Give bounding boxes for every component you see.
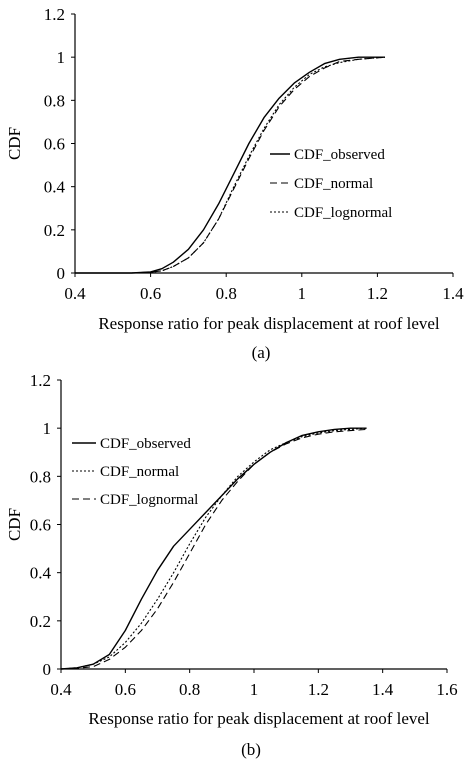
y-tick-label: 0.8 — [44, 91, 65, 110]
y-axis-label: CDF — [5, 127, 24, 160]
y-tick-label: 0.6 — [44, 135, 65, 154]
series-line-cdf-normal — [75, 56, 386, 274]
series-line-cdf-observed — [60, 427, 367, 670]
chart-b: 0 0.2 0.4 0.6 0.8 1 1.2 0.4 0.6 0.8 1 1.2 1.4 1.6 Resp… — [5, 371, 458, 759]
series-line-cdf-lognormal — [60, 428, 367, 670]
x-axis-label: Response ratio for peak displacement at … — [98, 314, 440, 333]
x-tick-label: 1.4 — [442, 284, 464, 303]
series-line-cdf-observed — [75, 56, 385, 274]
chart-caption: (a) — [252, 343, 271, 362]
y-tick-label: 1.2 — [44, 5, 65, 24]
chart-caption: (b) — [241, 740, 261, 759]
x-tick-label: 0.8 — [216, 284, 237, 303]
chart-a: 0 0.2 0.4 0.6 0.8 1 1.2 0.4 0.6 0.8 1 1.2 1.4Respons… — [5, 5, 464, 362]
x-tick-label: 0.6 — [115, 680, 136, 699]
y-axis-label: CDF — [5, 508, 24, 541]
y-tick-label: 0.2 — [30, 612, 51, 631]
y-tick-label: 0.2 — [44, 221, 65, 240]
y-tick-label: 1 — [43, 419, 52, 438]
y-tick-label: 0 — [43, 660, 52, 679]
x-tick-label: 0.8 — [179, 680, 200, 699]
legend-label: CDF_normal — [100, 464, 179, 480]
y-tick-label: 1.2 — [30, 371, 51, 390]
x-tick-label: 0.4 — [50, 680, 72, 699]
legend-label: CDF_observed — [100, 436, 191, 452]
y-tick-label: 1 — [57, 48, 66, 67]
x-axis-label: Response ratio for peak displacement at … — [88, 709, 430, 728]
x-tick-label: 1 — [298, 284, 307, 303]
y-tick-label: 0.6 — [30, 516, 51, 535]
legend-label: CDF_lognormal — [100, 492, 198, 508]
legend-label: CDF_lognormal — [294, 205, 392, 221]
x-tick-label: 0.4 — [64, 284, 86, 303]
x-tick-label: 1.4 — [372, 680, 394, 699]
legend-label: CDF_normal — [294, 176, 373, 192]
y-tick-label: 0 — [57, 264, 66, 283]
series-line-cdf-lognormal — [75, 56, 386, 274]
y-tick-label: 0.8 — [30, 467, 51, 486]
series-line-cdf-normal — [60, 427, 367, 670]
y-tick-label: 0.4 — [44, 178, 66, 197]
x-tick-label: 1.2 — [367, 284, 388, 303]
x-tick-label: 0.6 — [140, 284, 161, 303]
x-tick-label: 1.2 — [308, 680, 329, 699]
x-tick-label: 1.6 — [436, 680, 457, 699]
x-tick-label: 1 — [250, 680, 259, 699]
y-tick-label: 0.4 — [30, 564, 52, 583]
legend-label: CDF_observed — [294, 147, 385, 163]
